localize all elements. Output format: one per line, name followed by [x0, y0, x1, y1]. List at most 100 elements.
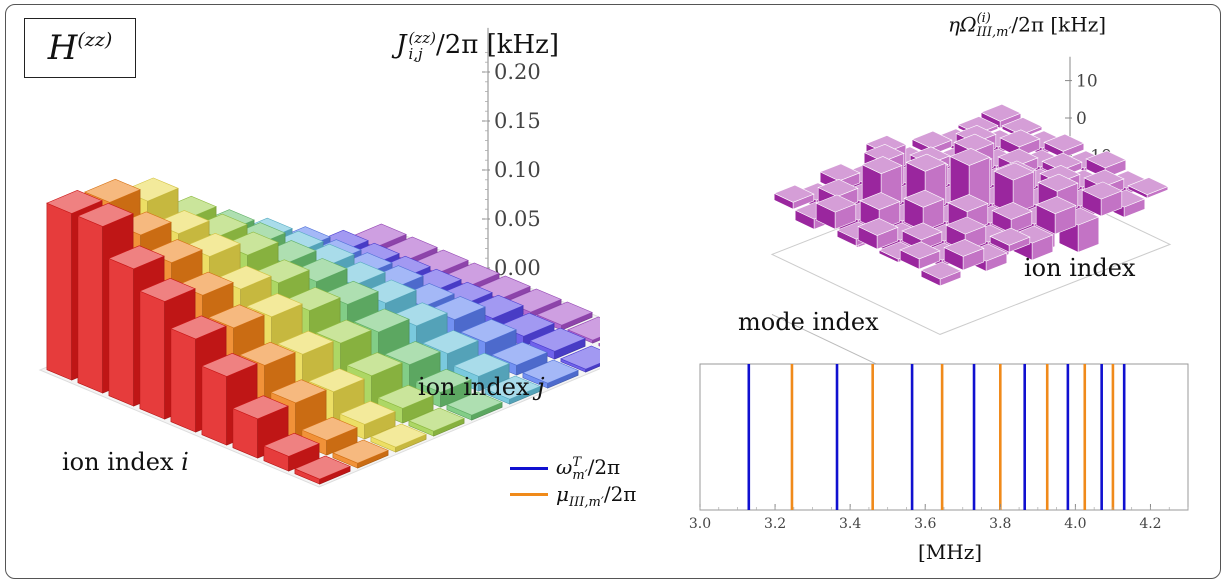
bar-top-face [859, 192, 901, 211]
bar-top-face [353, 308, 410, 333]
right-zaxis-label: ηΩ (i) III,m′/2π [kHz] [948, 12, 1106, 40]
bar-top-face [899, 241, 941, 260]
bar-top-face [773, 184, 815, 203]
spectrum-xtick-label: 3.2 [764, 516, 786, 532]
bar-top-face [301, 416, 358, 441]
bar-top-face [911, 130, 953, 149]
left-bar [263, 432, 320, 472]
right-bar [899, 241, 941, 270]
bar-top-face [460, 318, 517, 343]
bar-top-face [861, 156, 903, 175]
left-bar [408, 407, 465, 437]
bar-top-face [491, 341, 548, 366]
bar-top-face [484, 375, 541, 400]
left-bar [560, 345, 600, 373]
legend-mu-post: /2π [603, 482, 637, 506]
omega-post: /2π [kHz] [1011, 12, 1107, 37]
right-bar [1043, 133, 1085, 159]
jzz-symbol: J [396, 30, 407, 60]
spectrum-xtick-label: 4.2 [1139, 516, 1161, 532]
left-xaxis-label: ion index i [62, 448, 189, 476]
bar-top-face [201, 352, 258, 377]
bar-top-face [446, 391, 503, 416]
bar-side-face [592, 336, 600, 344]
bar-top-face [1001, 117, 1043, 136]
right-yaxis-label: ion index [1024, 254, 1136, 282]
spectrum-xtick-label: 4.0 [1064, 516, 1086, 532]
legend-omega-symbol: ω [556, 455, 573, 479]
bar-top-face [377, 384, 434, 409]
left-bar [332, 439, 389, 469]
bar-top-face [308, 368, 365, 393]
legend-swatch-mu [510, 492, 548, 496]
bar-top-face [277, 330, 334, 355]
bar-top-face [997, 148, 1039, 167]
bar-top-face [270, 379, 327, 404]
bar-top-face [1037, 173, 1079, 192]
right-bar [993, 162, 1035, 215]
bar-top-face [953, 133, 995, 152]
left-ztick-label: 0.10 [494, 158, 541, 182]
bar-top-face [993, 162, 1035, 181]
right-ztick-label: 10 [1076, 72, 1098, 92]
bar-top-face [529, 327, 586, 352]
right-bar [920, 261, 962, 287]
bar-top-face [239, 341, 296, 366]
right-bar [1035, 196, 1077, 235]
bar-top-face [139, 277, 196, 302]
bar-top-face [84, 178, 141, 203]
bar-side-face [585, 362, 600, 373]
spectrum-xtick-label: 3.0 [689, 516, 711, 532]
legend-mu-sub: III,m′ [569, 495, 604, 510]
bar-top-face [819, 163, 861, 182]
bar-top-face [108, 245, 165, 270]
right-bar [1081, 181, 1123, 217]
legend-omega-post: /2π [587, 455, 621, 479]
hamiltonian-symbol: H [47, 28, 78, 68]
bar-top-face [294, 455, 351, 480]
bar-top-face [263, 432, 320, 457]
left-bar [294, 455, 351, 485]
left-ztick-label: 0.05 [494, 207, 541, 231]
bar-top-face [339, 400, 396, 425]
hamiltonian-label-box: H (zz) [24, 18, 136, 78]
right-bar [815, 194, 857, 230]
left-bar [522, 359, 579, 389]
bar-top-face [346, 352, 403, 377]
bar-top-face [980, 103, 1022, 122]
bar-top-face [536, 301, 593, 326]
bar-top-face [901, 222, 943, 241]
spectrum-xaxis-label: [MHz] [918, 540, 983, 564]
left-ztick-label: 0.15 [494, 109, 541, 133]
left-yaxis-text: ion index [418, 373, 538, 401]
left-zaxis-label: J (zz) i,j/2π [kHz] [396, 30, 559, 62]
bar-top-face [947, 194, 989, 213]
omega-sup: (i) [976, 11, 991, 26]
omega-sub: III,m′ [976, 25, 1012, 40]
right-bar [1127, 177, 1169, 199]
legend-omega-sup: T [572, 454, 581, 470]
bar-top-face [453, 352, 510, 377]
legend-item-mu: μIII,m′/2π [510, 482, 637, 510]
jzz-post: /2π [kHz] [435, 30, 560, 60]
right-bar [1012, 225, 1054, 261]
left-bar [446, 391, 503, 421]
right-bar [903, 189, 945, 232]
left-bar [484, 375, 541, 405]
bar-top-face [989, 227, 1031, 246]
bar-top-face [1041, 152, 1083, 171]
bar-top-face [567, 316, 600, 341]
left-bar [415, 368, 472, 408]
bar-top-face [817, 178, 859, 197]
right-xaxis-label: mode index [738, 308, 879, 336]
left-ztick-label: 0.20 [494, 60, 541, 84]
bar-top-face [1043, 133, 1085, 152]
bar-top-face [857, 217, 899, 236]
bar-top-face [408, 407, 465, 432]
right-bar [857, 217, 899, 250]
bar-top-face [415, 368, 472, 393]
right-bar [991, 201, 1033, 234]
bar-top-face [384, 341, 441, 366]
spectrum-plot-area [699, 363, 1189, 511]
